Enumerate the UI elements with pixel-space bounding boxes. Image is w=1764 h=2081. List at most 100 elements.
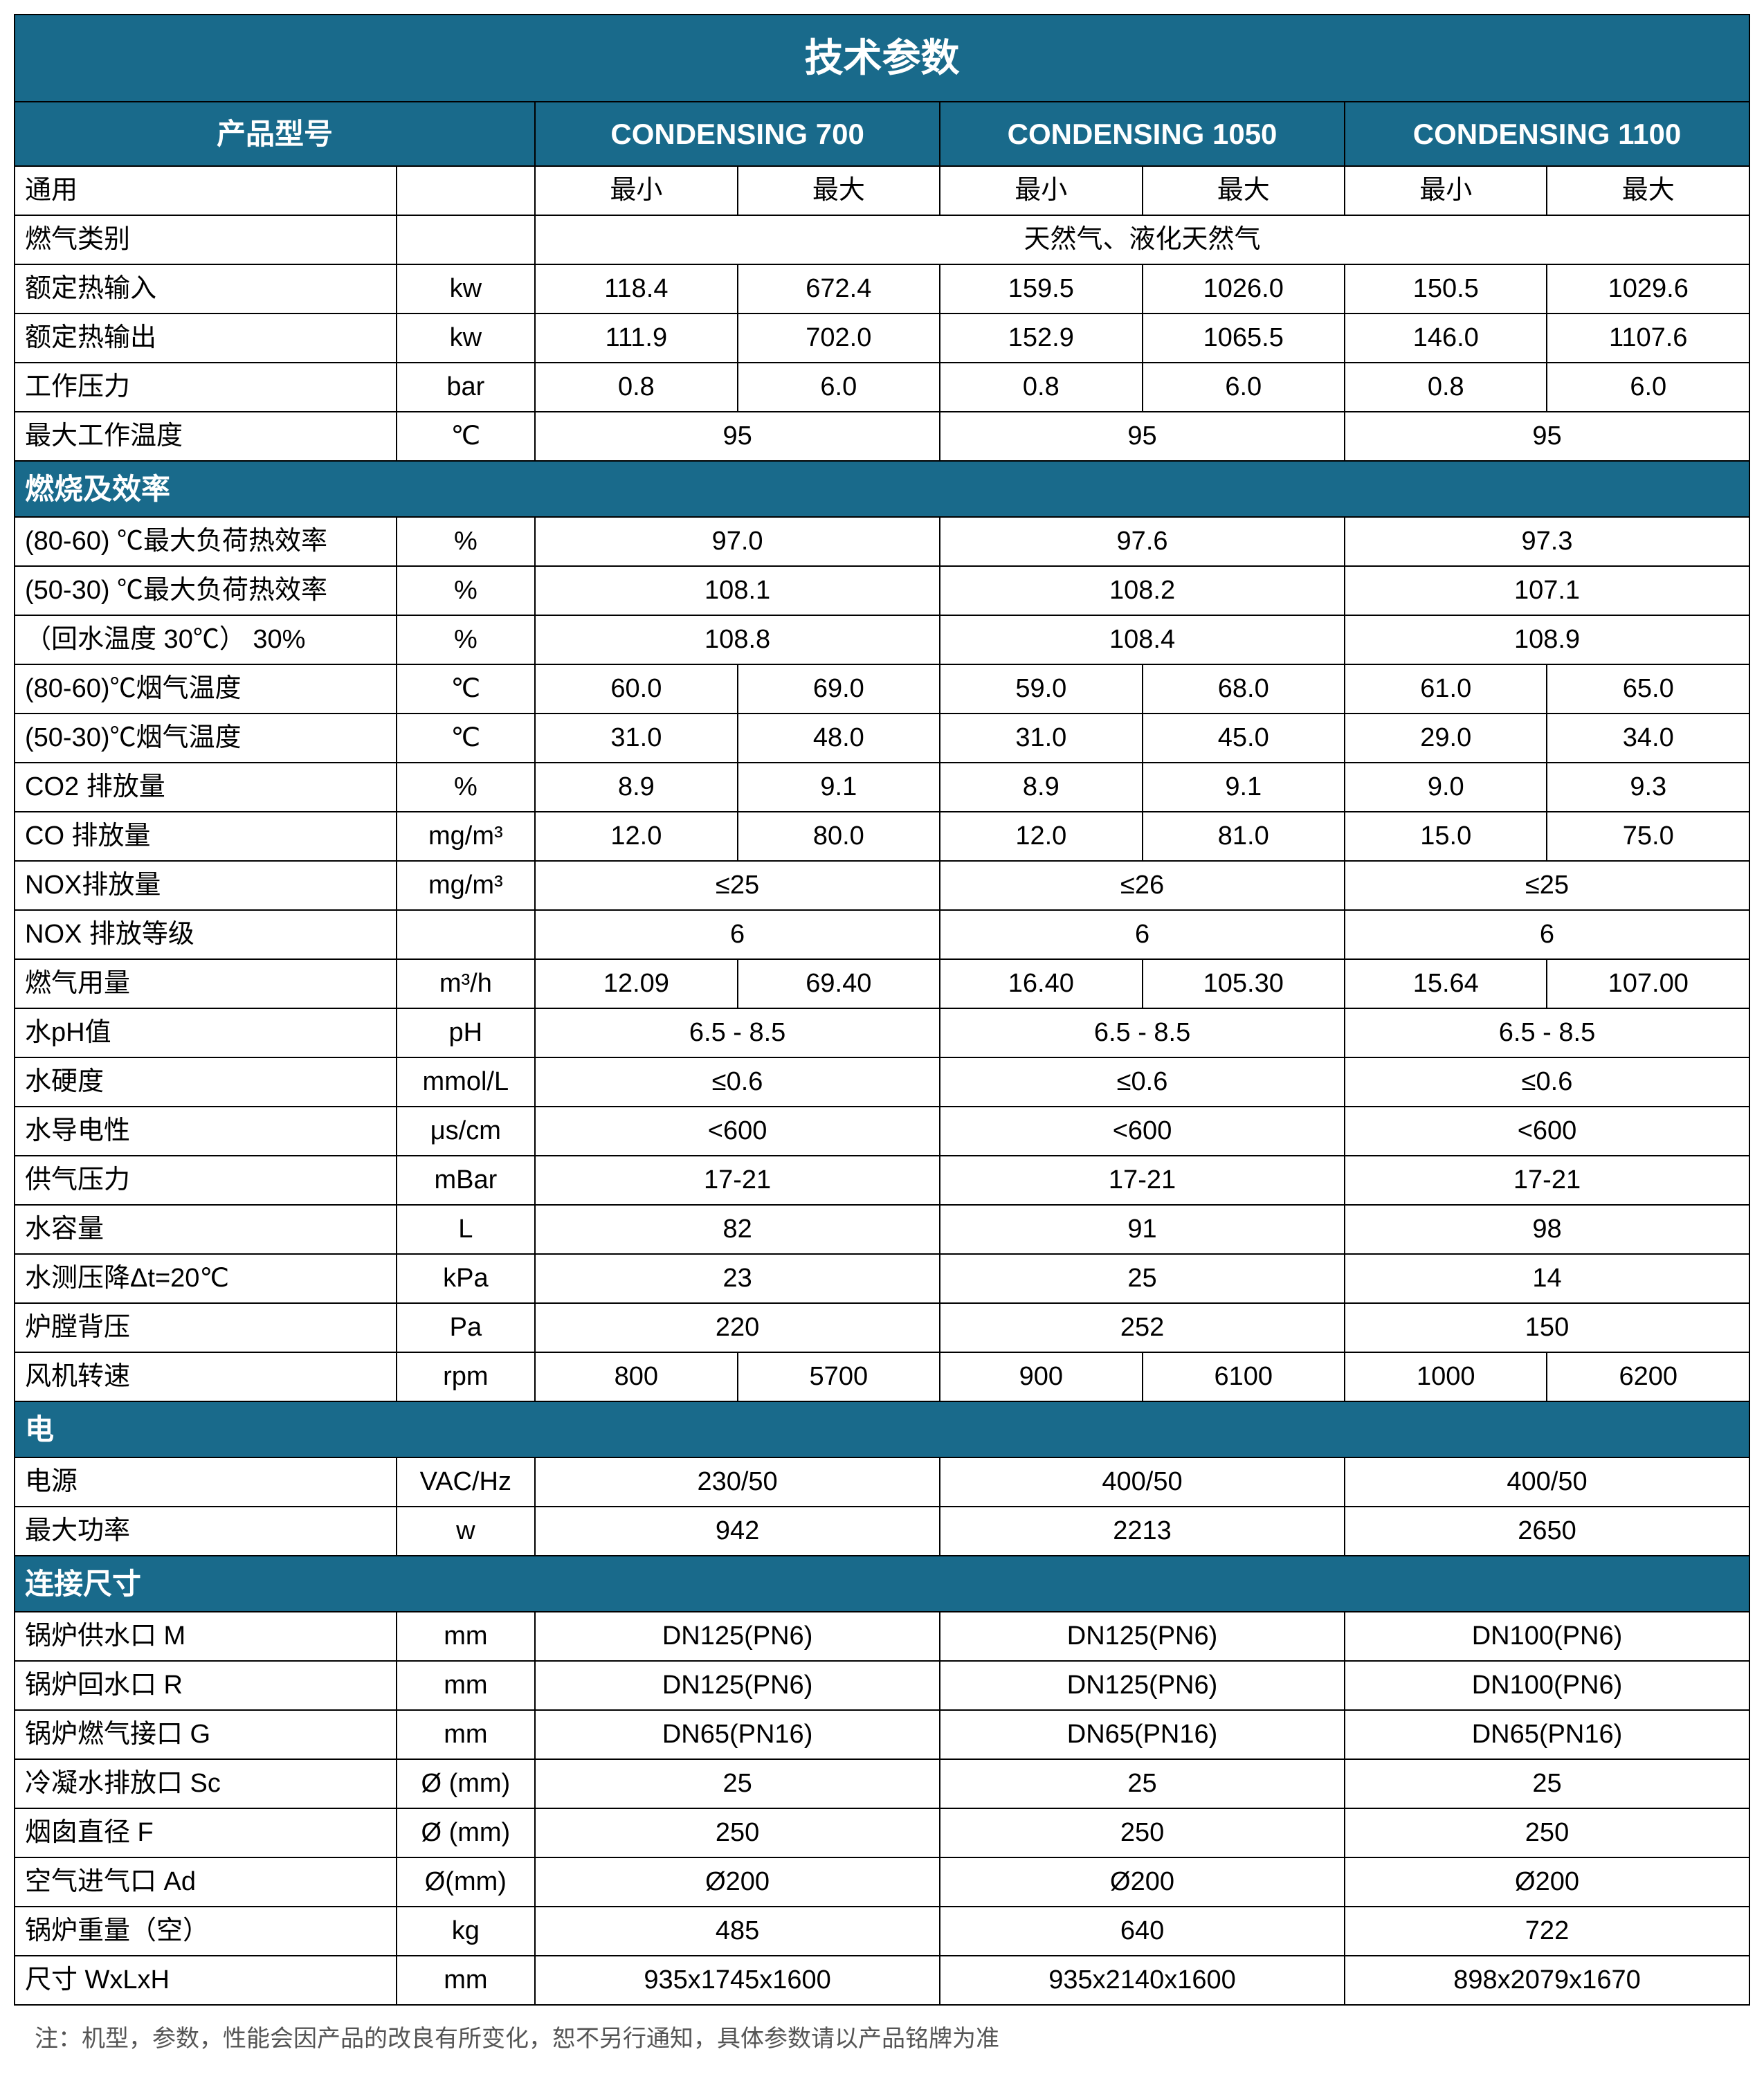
cell-unit: w xyxy=(397,1507,536,1556)
cell-label: 炉膛背压 xyxy=(15,1303,397,1352)
cell-value: Ø200 xyxy=(940,1857,1345,1907)
cell-label: 锅炉回水口 R xyxy=(15,1661,397,1710)
row-minmax: 通用 最小 最大 最小 最大 最小 最大 xyxy=(15,166,1749,215)
cell-value: 252 xyxy=(940,1303,1345,1352)
section-electrical: 电 xyxy=(15,1401,1749,1457)
table-row: 空气进气口 AdØ(mm)Ø200Ø200Ø200 xyxy=(15,1857,1749,1907)
cell-value: DN125(PN6) xyxy=(940,1661,1345,1710)
cell-value: 6 xyxy=(1345,910,1749,959)
cell-label: (50-30) ℃最大负荷热效率 xyxy=(15,566,397,615)
table-row: NOX 排放等级666 xyxy=(15,910,1749,959)
cell-unit: L xyxy=(397,1205,536,1254)
cell-value: 15.64 xyxy=(1345,959,1547,1008)
table-row: 冷凝水排放口 ScØ (mm)252525 xyxy=(15,1759,1749,1808)
cell-unit: Ø (mm) xyxy=(397,1759,536,1808)
cell-label: 水pH值 xyxy=(15,1008,397,1057)
cell-label: NOX排放量 xyxy=(15,861,397,910)
cell-value: 14 xyxy=(1345,1254,1749,1303)
cell-value: 152.9 xyxy=(940,313,1142,363)
cell-value: 722 xyxy=(1345,1907,1749,1956)
cell-value: 1029.6 xyxy=(1547,264,1749,313)
cell-label: 燃气类别 xyxy=(15,215,397,264)
cell-value: 91 xyxy=(940,1205,1345,1254)
cell-value: 0.8 xyxy=(535,363,737,412)
cell-value: 400/50 xyxy=(1345,1457,1749,1507)
cell-value: 31.0 xyxy=(535,714,737,763)
table-row: 工作压力bar0.86.00.86.00.86.0 xyxy=(15,363,1749,412)
cell-value: ≤25 xyxy=(1345,861,1749,910)
cell-unit xyxy=(397,910,536,959)
cell-unit: m³/h xyxy=(397,959,536,1008)
cell-value: 5700 xyxy=(738,1352,940,1401)
cell-value: 25 xyxy=(535,1759,940,1808)
cell-value: 97.0 xyxy=(535,517,940,566)
cell-value: DN125(PN6) xyxy=(535,1612,940,1661)
cell-value: 640 xyxy=(940,1907,1345,1956)
cell-value: Ø200 xyxy=(535,1857,940,1907)
cell-value: 97.6 xyxy=(940,517,1345,566)
table-row: 电源VAC/Hz230/50400/50400/50 xyxy=(15,1457,1749,1507)
cell-value: DN65(PN16) xyxy=(940,1710,1345,1759)
cell-value: Ø200 xyxy=(1345,1857,1749,1907)
cell-unit: rpm xyxy=(397,1352,536,1401)
cell-value: 95 xyxy=(1345,412,1749,461)
cell-value: 2650 xyxy=(1345,1507,1749,1556)
cell-value: 6.0 xyxy=(738,363,940,412)
cell-unit: Ø(mm) xyxy=(397,1857,536,1907)
cell-label: (80-60)℃烟气温度 xyxy=(15,664,397,714)
cell-value: 702.0 xyxy=(738,313,940,363)
cell-unit: kw xyxy=(397,313,536,363)
cell-unit: % xyxy=(397,566,536,615)
cell-value: 29.0 xyxy=(1345,714,1547,763)
cell-max: 最大 xyxy=(738,166,940,215)
cell-label: 烟囱直径 F xyxy=(15,1808,397,1857)
cell-value: 898x2079x1670 xyxy=(1345,1956,1749,2005)
cell-unit xyxy=(397,166,536,215)
cell-value: <600 xyxy=(1345,1107,1749,1156)
cell-label: 燃气用量 xyxy=(15,959,397,1008)
cell-value: 81.0 xyxy=(1143,812,1345,861)
cell-value: 69.0 xyxy=(738,664,940,714)
table-row: NOX排放量mg/m³≤25≤26≤25 xyxy=(15,861,1749,910)
cell-value: 80.0 xyxy=(738,812,940,861)
cell-value: 31.0 xyxy=(940,714,1142,763)
table-row: 额定热输出kw111.9702.0152.91065.5146.01107.6 xyxy=(15,313,1749,363)
cell-value: 6.0 xyxy=(1143,363,1345,412)
cell-label: 锅炉重量（空） xyxy=(15,1907,397,1956)
cell-unit: kPa xyxy=(397,1254,536,1303)
cell-value: 6 xyxy=(535,910,940,959)
cell-unit: VAC/Hz xyxy=(397,1457,536,1507)
cell-value: 1000 xyxy=(1345,1352,1547,1401)
cell-value: 97.3 xyxy=(1345,517,1749,566)
row-fan-speed: 风机转速 rpm 800 5700 900 6100 1000 6200 xyxy=(15,1352,1749,1401)
table-row: 最大功率w94222132650 xyxy=(15,1507,1749,1556)
cell-value: <600 xyxy=(535,1107,940,1156)
cell-label: 水测压降Δt=20℃ xyxy=(15,1254,397,1303)
cell-label: 最大功率 xyxy=(15,1507,397,1556)
spec-table: 技术参数 产品型号 CONDENSING 700 CONDENSING 1050… xyxy=(14,14,1750,2006)
cell-unit: kg xyxy=(397,1907,536,1956)
cell-value: 230/50 xyxy=(535,1457,940,1507)
cell-unit: mBar xyxy=(397,1156,536,1205)
cell-value: 6 xyxy=(940,910,1345,959)
table-row: 锅炉回水口 RmmDN125(PN6)DN125(PN6)DN100(PN6) xyxy=(15,1661,1749,1710)
cell-label: 水容量 xyxy=(15,1205,397,1254)
row-gas-consumption: 燃气用量 m³/h 12.09 69.40 16.40 105.30 15.64… xyxy=(15,959,1749,1008)
cell-unit: ℃ xyxy=(397,664,536,714)
cell-unit: pH xyxy=(397,1008,536,1057)
cell-value: 34.0 xyxy=(1547,714,1749,763)
cell-unit: mg/m³ xyxy=(397,812,536,861)
section-combustion: 燃烧及效率 xyxy=(15,461,1749,517)
table-row: 锅炉重量（空）kg485640722 xyxy=(15,1907,1749,1956)
table-row: 水导电性μs/cm<600<600<600 xyxy=(15,1107,1749,1156)
cell-value: 69.40 xyxy=(738,959,940,1008)
cell-unit: % xyxy=(397,763,536,812)
table-title: 技术参数 xyxy=(15,15,1749,102)
cell-label: 空气进气口 Ad xyxy=(15,1857,397,1907)
cell-value: ≤0.6 xyxy=(1345,1057,1749,1107)
table-row: 锅炉供水口 MmmDN125(PN6)DN125(PN6)DN100(PN6) xyxy=(15,1612,1749,1661)
cell-value: 942 xyxy=(535,1507,940,1556)
table-row: (80-60)℃烟气温度℃60.069.059.068.061.065.0 xyxy=(15,664,1749,714)
cell-value: 8.9 xyxy=(940,763,1142,812)
cell-value: 12.0 xyxy=(940,812,1142,861)
